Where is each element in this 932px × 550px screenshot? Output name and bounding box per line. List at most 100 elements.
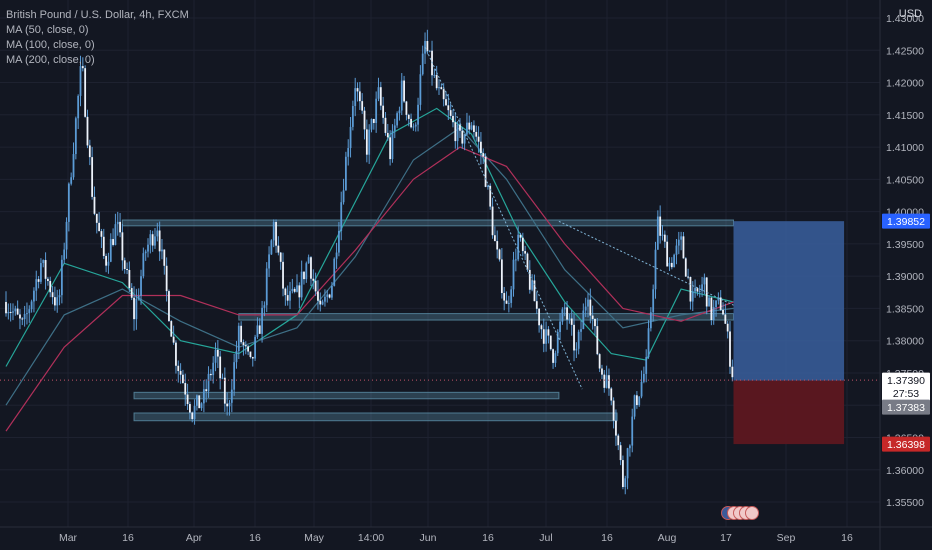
candle-body — [605, 375, 608, 388]
price-tick-label: 1.42000 — [886, 78, 924, 90]
time-axis[interactable]: Mar 16 Apr 16 May 14:00 Jun 16 Jul 16 Aug 17 Sep 16 — [0, 526, 932, 544]
candle-body — [591, 315, 594, 319]
candle-body — [566, 307, 568, 320]
price-tick-label: 1.36000 — [886, 465, 924, 477]
candle-body — [258, 325, 261, 334]
candle-body — [137, 295, 140, 299]
candle-body — [191, 412, 194, 420]
candle-body — [65, 221, 68, 250]
candle-body — [538, 308, 541, 326]
candle-body — [500, 259, 503, 294]
candle-body — [507, 302, 510, 304]
candle-body — [72, 154, 75, 178]
candle-body — [186, 394, 189, 405]
candle-body — [237, 325, 240, 352]
candle-body — [545, 329, 547, 344]
candle-body — [389, 137, 392, 160]
candle-body — [242, 342, 245, 346]
candle-body — [67, 183, 70, 222]
candle-body — [275, 221, 277, 246]
candle-body — [400, 80, 403, 111]
candle-body — [452, 115, 454, 123]
candle-body — [447, 105, 450, 111]
candle-body — [233, 362, 236, 390]
long-position-tool[interactable] — [733, 221, 845, 445]
candle-body — [286, 295, 289, 301]
candle-body — [365, 129, 368, 155]
candle-body — [221, 377, 224, 379]
candle-body — [542, 329, 545, 344]
candle-body — [126, 268, 128, 270]
candle-body — [172, 336, 175, 343]
candle-body — [470, 125, 473, 130]
trendlines[interactable] — [424, 46, 734, 390]
candle-body — [642, 373, 645, 382]
candle-body — [205, 389, 208, 392]
candle-body — [340, 202, 343, 231]
candle-body — [130, 288, 133, 298]
candle-body — [200, 403, 203, 409]
last-price-tag: 1.37390 — [887, 375, 925, 387]
candle-body — [491, 206, 494, 236]
candle-body — [519, 234, 522, 238]
loss-zone[interactable] — [733, 380, 845, 445]
candle-body — [279, 252, 282, 262]
candle-body — [226, 403, 229, 407]
candle-body — [626, 448, 629, 479]
candle-body — [514, 259, 517, 261]
profit-zone[interactable] — [733, 221, 845, 381]
candle-body — [123, 260, 126, 269]
candle-body — [510, 289, 513, 303]
candle-body — [351, 106, 354, 127]
candle-body — [149, 234, 152, 245]
candle-body — [610, 388, 613, 401]
candle-body — [195, 395, 198, 406]
candle-body — [533, 280, 536, 302]
candle-body — [435, 74, 438, 89]
economic-event-icon[interactable] — [745, 506, 759, 520]
chart-grid — [0, 0, 880, 527]
candle-body — [691, 291, 694, 302]
time-tick-label: 16 — [249, 532, 261, 544]
time-tick-label: Aug — [658, 532, 677, 544]
candle-body — [379, 87, 382, 106]
event-flags[interactable] — [721, 506, 759, 520]
candle-body — [179, 371, 182, 375]
candle-body — [214, 349, 217, 363]
trendline-2[interactable] — [558, 220, 734, 306]
symbol-title[interactable]: British Pound / U.S. Dollar, 4h, FXCM — [6, 9, 189, 21]
candle-body — [44, 260, 47, 279]
candle-body — [673, 254, 676, 268]
price-tick-label: 1.39000 — [886, 271, 924, 283]
candle-body — [675, 245, 678, 255]
candle-body — [296, 285, 298, 292]
candle-body — [158, 230, 161, 252]
candle-body — [438, 87, 440, 89]
candle-body — [156, 230, 159, 237]
candle-body — [486, 185, 489, 187]
candle-body — [528, 269, 531, 290]
candle-body — [398, 110, 401, 114]
candle-body — [582, 310, 585, 330]
price-axis[interactable]: 1.43000 1.42500 1.42000 1.41500 1.41000 1.405… — [879, 0, 924, 550]
candle-body — [60, 259, 63, 296]
candle-body — [109, 239, 112, 262]
candle-body — [384, 117, 387, 133]
currency-label[interactable]: USD — [898, 8, 922, 20]
ma200-legend[interactable]: MA (200, close, 0) — [6, 54, 95, 66]
ma100-legend[interactable]: MA (100, close, 0) — [6, 39, 95, 51]
candle-body — [563, 307, 566, 310]
candle-body — [517, 234, 520, 260]
candle-body — [135, 298, 138, 320]
entry-price-tag: 1.37383 — [887, 402, 925, 414]
candle-body — [86, 116, 89, 146]
candle-body — [710, 297, 713, 321]
candle-body — [645, 357, 648, 374]
candle-body — [633, 395, 636, 417]
candle-body — [540, 325, 543, 330]
trendline-1[interactable] — [424, 46, 583, 390]
candle-body — [412, 126, 415, 128]
candle-body — [482, 153, 485, 157]
ma50-legend[interactable]: MA (50, close, 0) — [6, 24, 89, 36]
